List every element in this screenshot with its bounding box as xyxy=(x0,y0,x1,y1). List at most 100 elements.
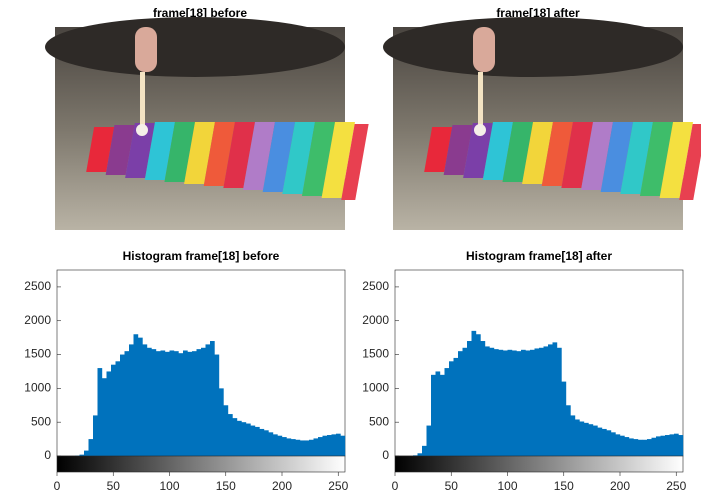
bar xyxy=(129,344,134,456)
bar xyxy=(151,349,157,456)
bar xyxy=(566,405,571,456)
bar xyxy=(318,437,323,456)
bar xyxy=(187,351,193,456)
bar xyxy=(183,350,188,456)
chart-title: Histogram frame[18] after xyxy=(466,249,612,263)
bar xyxy=(593,425,598,456)
bar xyxy=(178,353,184,456)
bar xyxy=(453,357,459,456)
bar xyxy=(489,347,495,456)
bar xyxy=(255,426,260,456)
bar xyxy=(624,437,630,456)
bar xyxy=(548,344,553,456)
bar xyxy=(201,347,206,456)
bar xyxy=(115,361,121,456)
bar xyxy=(246,423,251,456)
image-title: frame[18] after xyxy=(496,6,580,20)
bar xyxy=(264,430,269,456)
bar xyxy=(602,428,607,456)
y-tick-label: 500 xyxy=(31,414,51,428)
bar xyxy=(449,361,454,456)
bar xyxy=(223,405,229,456)
bar xyxy=(304,440,310,456)
bar xyxy=(309,439,314,456)
bar xyxy=(552,342,558,456)
bar xyxy=(656,436,661,456)
bar xyxy=(678,435,684,456)
image-title: frame[18] before xyxy=(153,6,247,20)
bar xyxy=(512,350,517,456)
bar xyxy=(467,341,472,456)
bar xyxy=(88,439,94,456)
bar xyxy=(214,354,220,456)
bar xyxy=(530,349,535,456)
bar xyxy=(539,347,544,456)
bar xyxy=(584,422,589,456)
bar xyxy=(322,435,328,456)
y-tick-label: 2000 xyxy=(362,313,389,327)
bar xyxy=(219,388,224,456)
bar xyxy=(579,421,585,456)
bar xyxy=(525,350,531,456)
bar xyxy=(426,425,432,456)
image xyxy=(383,17,701,230)
bar xyxy=(557,347,562,456)
bar xyxy=(268,432,274,456)
image-panel: frame[18] before xyxy=(45,6,369,230)
y-tick-label: 2500 xyxy=(362,279,389,293)
bar xyxy=(282,437,287,456)
bar xyxy=(422,445,427,456)
bar xyxy=(102,378,107,456)
bar xyxy=(111,364,116,456)
bar xyxy=(611,432,616,456)
bar xyxy=(340,435,346,456)
y-tick-label: 1000 xyxy=(24,381,51,395)
bar xyxy=(431,374,436,456)
bar xyxy=(331,434,337,456)
bar xyxy=(124,351,130,456)
bar xyxy=(165,351,170,456)
bar xyxy=(503,350,508,456)
y-tick-label: 2500 xyxy=(24,279,51,293)
bar xyxy=(259,428,265,456)
bar xyxy=(480,341,486,456)
bar xyxy=(606,430,612,456)
bar xyxy=(561,381,567,456)
bar xyxy=(471,330,477,456)
bar xyxy=(79,454,85,456)
bar xyxy=(521,349,526,456)
y-tick-label: 0 xyxy=(382,448,389,462)
bar xyxy=(120,354,125,456)
y-tick-label: 1000 xyxy=(362,381,389,395)
bar xyxy=(444,368,450,456)
bar xyxy=(300,440,305,456)
x-tick-label: 250 xyxy=(666,479,686,493)
bar xyxy=(241,422,247,456)
x-tick-label: 200 xyxy=(610,479,630,493)
bar xyxy=(651,437,657,456)
bar xyxy=(462,347,468,456)
bar xyxy=(417,453,423,456)
bar xyxy=(273,434,278,456)
bar xyxy=(642,439,648,456)
bar xyxy=(196,349,202,456)
colorbar xyxy=(56,455,346,473)
x-tick-label: 250 xyxy=(328,479,348,493)
bar xyxy=(336,433,341,456)
bar xyxy=(156,351,161,456)
bar xyxy=(232,418,238,456)
bar xyxy=(97,368,103,456)
x-tick-label: 50 xyxy=(107,479,121,493)
bar xyxy=(647,439,652,456)
bar xyxy=(84,450,89,456)
bar xyxy=(138,337,143,456)
bar xyxy=(327,435,332,456)
bar xyxy=(665,435,670,456)
bar xyxy=(494,349,499,456)
bar xyxy=(250,425,256,456)
image-panel: frame[18] after xyxy=(383,6,701,230)
bar xyxy=(440,374,445,456)
bar xyxy=(93,415,98,456)
bar xyxy=(286,438,292,456)
